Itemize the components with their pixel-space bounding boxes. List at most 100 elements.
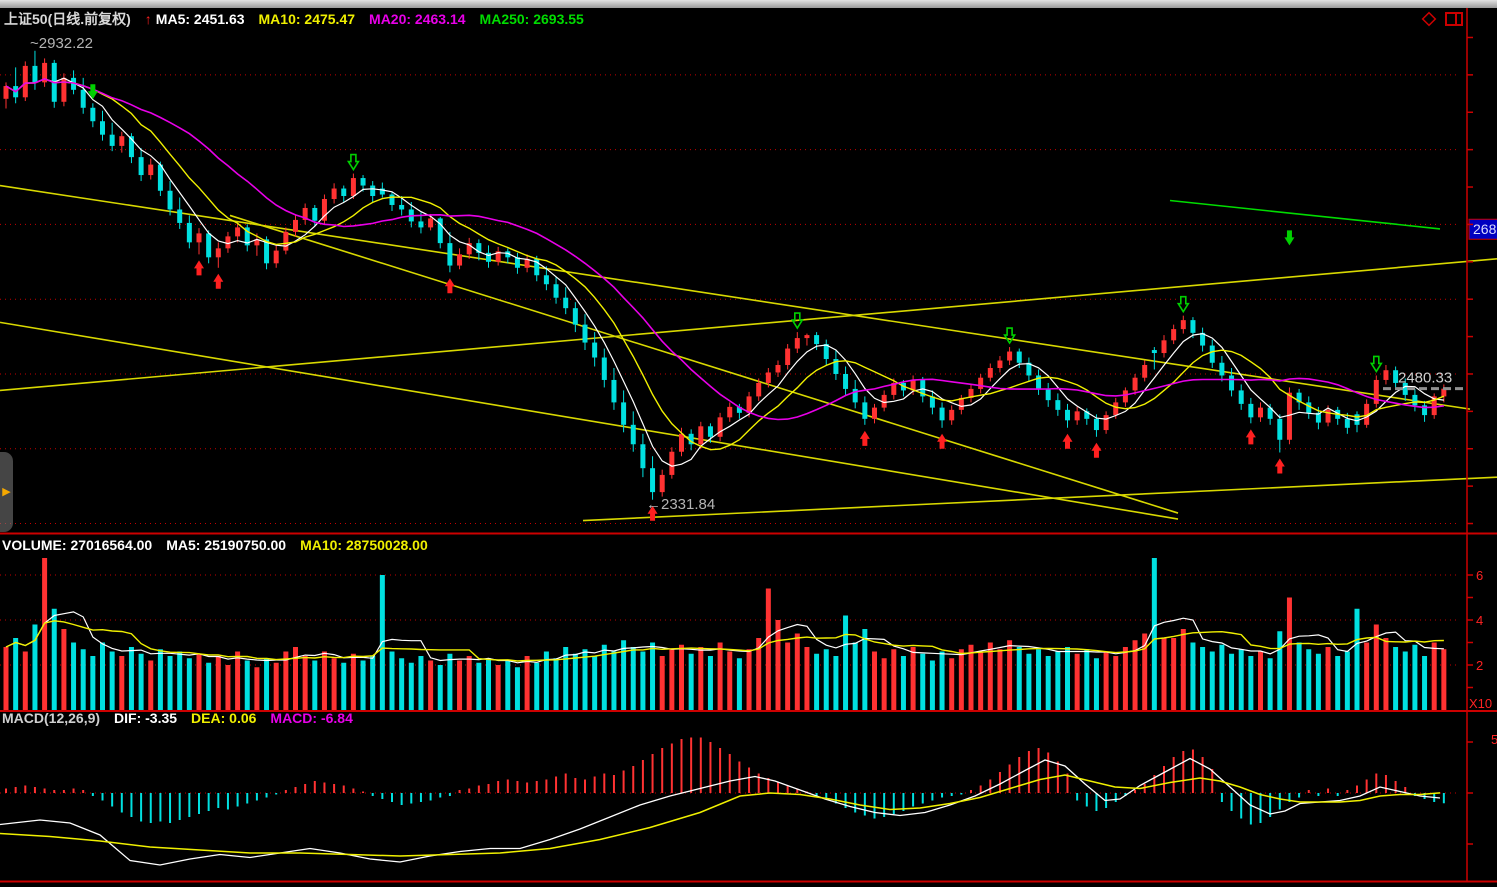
volume-bar bbox=[949, 658, 955, 710]
volume-bar bbox=[900, 656, 906, 710]
volume-bar bbox=[119, 656, 125, 710]
volume-bar bbox=[1402, 651, 1408, 710]
candle bbox=[1238, 384, 1244, 410]
volume-bar bbox=[1306, 649, 1312, 710]
volume-bar bbox=[293, 647, 298, 710]
candle bbox=[630, 411, 636, 452]
candle bbox=[283, 227, 289, 255]
candle bbox=[1180, 315, 1186, 334]
sell-arrow-icon bbox=[1284, 230, 1295, 246]
volume-bar bbox=[1074, 653, 1080, 710]
volume-bar bbox=[1286, 597, 1292, 710]
volume-bar bbox=[399, 658, 405, 710]
candle bbox=[1422, 400, 1428, 422]
candle bbox=[794, 332, 800, 354]
sell-arrow-icon bbox=[346, 153, 360, 172]
macd-axis-label: 5 bbox=[1491, 732, 1497, 747]
volume-bar bbox=[1045, 656, 1051, 710]
volume-bar bbox=[1229, 653, 1235, 710]
volume-bar bbox=[688, 653, 694, 710]
volume-bar bbox=[563, 647, 569, 710]
candle bbox=[486, 245, 491, 268]
volume-bar bbox=[1007, 640, 1013, 710]
candle bbox=[621, 390, 627, 433]
candle bbox=[891, 378, 897, 400]
volume-bar bbox=[331, 658, 337, 710]
candle bbox=[157, 161, 163, 197]
volume-ma10-line bbox=[5, 620, 1444, 662]
candle bbox=[968, 384, 974, 403]
volume-bar bbox=[601, 644, 607, 710]
volume-bar bbox=[1084, 649, 1090, 710]
candle bbox=[688, 429, 694, 451]
macd-indicator-name: MACD(12,26,9) bbox=[2, 710, 101, 726]
candle bbox=[1373, 375, 1379, 408]
volume-ma5-value: MA5: 25190750.00 bbox=[166, 537, 287, 553]
candle bbox=[823, 339, 829, 365]
candle bbox=[1026, 357, 1032, 382]
volume-bar bbox=[659, 656, 665, 710]
volume-bar bbox=[640, 651, 646, 710]
volume-bar bbox=[167, 656, 173, 710]
candle bbox=[1393, 366, 1399, 388]
candle bbox=[235, 222, 241, 243]
volume-bar bbox=[80, 649, 86, 710]
candle bbox=[592, 332, 598, 367]
volume-bar bbox=[1122, 647, 1128, 710]
buy-arrow-icon bbox=[194, 260, 204, 276]
volume-bar bbox=[592, 656, 598, 710]
volume-bar bbox=[321, 651, 327, 710]
candle bbox=[1209, 339, 1215, 368]
sidebar-expand-tab[interactable]: ▶ bbox=[0, 452, 13, 532]
volume-pane-header: VOLUME: 27016564.00 MA5: 25190750.00 MA10:… bbox=[2, 537, 442, 553]
volume-bar bbox=[978, 651, 984, 710]
volume-bar bbox=[1315, 653, 1321, 710]
ma5-value: MA5: 2451.63 bbox=[155, 11, 245, 27]
candle bbox=[582, 314, 588, 351]
volume-bar bbox=[1258, 651, 1263, 710]
volume-bar bbox=[1267, 658, 1273, 710]
volume-bar bbox=[582, 649, 588, 710]
candle bbox=[341, 185, 347, 202]
candle bbox=[804, 333, 810, 346]
volume-bar bbox=[1055, 651, 1061, 710]
candle bbox=[949, 405, 955, 425]
macd-histogram-layer bbox=[5, 737, 1445, 825]
volume-bar bbox=[1151, 558, 1157, 710]
candle bbox=[997, 356, 1003, 373]
ma250-axis-badge bbox=[1468, 218, 1497, 240]
volume-bar bbox=[1209, 651, 1215, 710]
volume-bar bbox=[1383, 638, 1389, 710]
macd-pane-header: MACD(12,26,9) DIF: -3.35 DEA: 0.06 MACD: -6… bbox=[2, 710, 367, 726]
volume-bar bbox=[1431, 642, 1437, 710]
volume-bar bbox=[437, 665, 443, 710]
candle bbox=[505, 248, 511, 264]
candle bbox=[563, 287, 569, 315]
candle bbox=[1132, 373, 1138, 395]
volume-bar bbox=[1335, 656, 1341, 710]
low-price-label: ←2331.84 bbox=[646, 496, 715, 513]
volume-bar bbox=[1325, 647, 1331, 710]
volume-bar bbox=[514, 667, 520, 710]
candle bbox=[1286, 387, 1292, 445]
candle bbox=[138, 148, 144, 182]
candle bbox=[1383, 364, 1389, 385]
diamond-icon[interactable] bbox=[1420, 10, 1438, 28]
volume-bar bbox=[1180, 629, 1186, 710]
candle bbox=[765, 367, 771, 388]
split-window-icon[interactable] bbox=[1444, 10, 1464, 28]
sell-arrow-icon bbox=[1369, 355, 1383, 373]
volume-bar bbox=[457, 660, 463, 710]
volume-bar bbox=[746, 649, 752, 710]
volume-bar bbox=[1016, 647, 1022, 710]
volume-bar bbox=[794, 633, 800, 710]
sell-arrow-icon bbox=[790, 312, 804, 330]
candle bbox=[1055, 393, 1061, 416]
candle bbox=[833, 350, 839, 380]
volume-bar bbox=[833, 656, 839, 710]
ma250-axis-badge-text: 268 bbox=[1473, 221, 1497, 237]
candle bbox=[756, 378, 762, 401]
volume-bar bbox=[862, 629, 868, 710]
candle bbox=[669, 447, 675, 479]
